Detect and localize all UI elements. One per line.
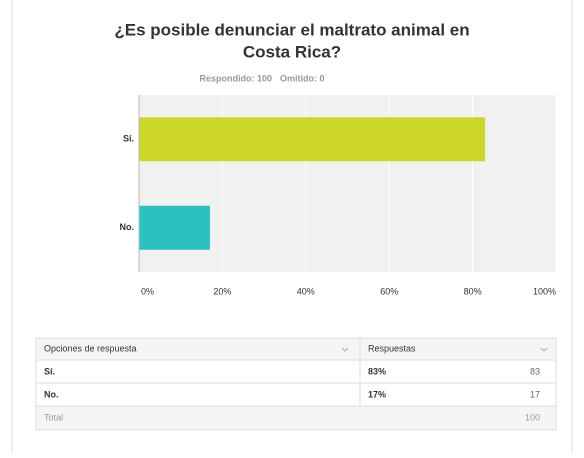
table-cell: Sí.	[44, 366, 55, 376]
table-row	[35, 359, 557, 384]
x-tick-label: 100%	[533, 286, 556, 296]
y-tick-label: No.	[120, 222, 135, 232]
bar	[139, 117, 486, 162]
table-header-cell: Opciones de respuesta	[44, 343, 137, 353]
bar	[139, 205, 210, 250]
y-tick-label: Sí.	[123, 134, 134, 144]
subtitle: Omitido: 0	[280, 73, 325, 83]
sort-arrow[interactable]	[341, 347, 349, 352]
x-tick-label: 0%	[141, 286, 154, 296]
x-tick-label: 60%	[380, 286, 398, 296]
table-cell: Total	[44, 412, 63, 422]
x-tick-label: 40%	[297, 286, 315, 296]
table-total	[35, 405, 557, 431]
table-cell: No.	[44, 389, 59, 399]
chart-title: Costa Rica?	[243, 42, 341, 61]
x-tick-label: 80%	[464, 286, 482, 296]
subtitle: Respondido: 100	[199, 73, 272, 83]
chart-title: ¿Es posible denunciar el maltrato animal…	[114, 20, 469, 39]
x-tick-label: 20%	[213, 286, 231, 296]
table-cell: 17	[530, 389, 540, 399]
sort-arrow[interactable]	[540, 347, 548, 352]
table-cell: 100	[525, 412, 540, 422]
table-header-cell: Respuestas	[368, 343, 416, 353]
table-cell: 17%	[368, 389, 386, 399]
table-row	[35, 382, 557, 407]
table-cell: 83%	[368, 366, 386, 376]
table-cell: 83	[530, 366, 540, 376]
